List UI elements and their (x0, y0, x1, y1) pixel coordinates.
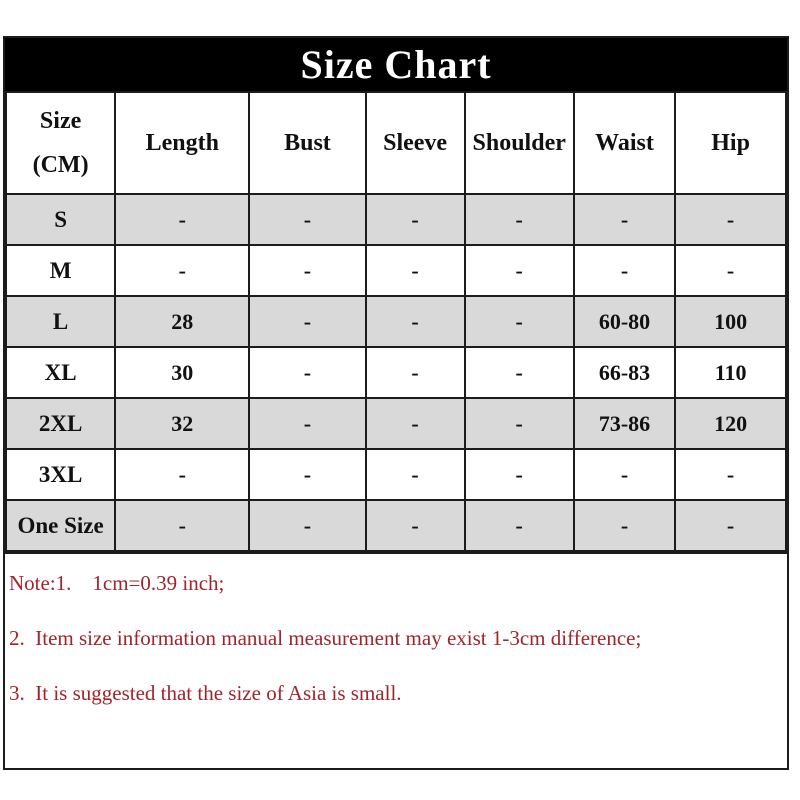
table-cell: - (364, 346, 466, 399)
table-row-m: M - - - - - - (4, 244, 787, 297)
table-cell: - (248, 499, 367, 552)
table-cell: - (364, 244, 466, 297)
table-cell: - (674, 244, 787, 297)
table-cell: - (248, 346, 367, 399)
table-cell: - (114, 244, 251, 297)
table-cell: 32 (114, 397, 251, 450)
row-label: M (4, 244, 117, 297)
table-cell: 28 (114, 295, 251, 348)
note-line-1: Note:1. 1cm=0.39 inch; (9, 571, 225, 595)
row-label: 2XL (4, 397, 117, 450)
table-cell: 73-86 (572, 397, 677, 450)
note-line-3: 3. It is suggested that the size of Asia… (9, 681, 402, 706)
col-header-length: Length (114, 91, 251, 195)
size-table: Size (CM) Length Bust Sleeve Shoulder Wa… (4, 91, 787, 552)
table-cell: - (114, 193, 251, 246)
table-cell: - (463, 244, 575, 297)
table-cell: - (463, 193, 575, 246)
table-cell: - (572, 499, 677, 552)
table-header-row: Size (CM) Length Bust Sleeve Shoulder Wa… (4, 91, 787, 195)
table-row-xl: XL 30 - - - 66-83 110 (4, 346, 787, 399)
col-header-hip: Hip (674, 91, 787, 195)
table-row-3xl: 3XL - - - - - - (4, 448, 787, 501)
col-header-shoulder: Shoulder (463, 91, 575, 195)
table-cell: - (248, 295, 367, 348)
col-header-bust: Bust (248, 91, 367, 195)
table-row-2xl: 2XL 32 - - - 73-86 120 (4, 397, 787, 450)
table-cell: 100 (674, 295, 787, 348)
table-cell: - (674, 499, 787, 552)
table-row-s: S - - - - - - (4, 193, 787, 246)
table-cell: 30 (114, 346, 251, 399)
row-label: S (4, 193, 117, 246)
size-chart-title: Size Chart (300, 42, 492, 87)
col-header-size-cm: Size (CM) (4, 91, 117, 195)
table-cell: - (463, 295, 575, 348)
table-cell: - (463, 448, 575, 501)
table-cell: 66-83 (572, 346, 677, 399)
row-label: 3XL (4, 448, 117, 501)
size-chart-title-bar: Size Chart (5, 38, 787, 91)
table-cell: - (463, 499, 575, 552)
col-header-sleeve: Sleeve (364, 91, 466, 195)
col-header-size-line2: (CM) (32, 151, 89, 178)
table-cell: - (364, 397, 466, 450)
table-row-one-size: One Size - - - - - - (4, 499, 787, 552)
note-line-2: 2. Item size information manual measurem… (9, 626, 642, 651)
row-label: One Size (4, 499, 117, 552)
table-cell: - (248, 244, 367, 297)
table-cell: - (364, 448, 466, 501)
table-cell: - (572, 448, 677, 501)
table-cell: - (364, 499, 466, 552)
row-label: XL (4, 346, 117, 399)
row-label: L (4, 295, 117, 348)
table-cell: - (248, 193, 367, 246)
table-cell: - (248, 448, 367, 501)
table-cell: - (674, 193, 787, 246)
table-cell: - (463, 346, 575, 399)
col-header-size-line1: Size (39, 107, 82, 134)
table-cell: - (572, 244, 677, 297)
table-cell: - (572, 193, 677, 246)
table-cell: 110 (674, 346, 787, 399)
table-cell: - (674, 448, 787, 501)
table-cell: - (364, 295, 466, 348)
table-cell: - (463, 397, 575, 450)
table-cell: 120 (674, 397, 787, 450)
table-cell: - (364, 193, 466, 246)
notes-box: Note:1. 1cm=0.39 inch; 2. Item size info… (5, 552, 787, 768)
table-cell: - (248, 397, 367, 450)
table-cell: - (114, 448, 251, 501)
table-cell: - (114, 499, 251, 552)
table-row-l: L 28 - - - 60-80 100 (4, 295, 787, 348)
col-header-waist: Waist (572, 91, 677, 195)
size-chart-sheet: Size Chart Size (CM) Length Bust S (3, 36, 789, 770)
table-cell: 60-80 (572, 295, 677, 348)
